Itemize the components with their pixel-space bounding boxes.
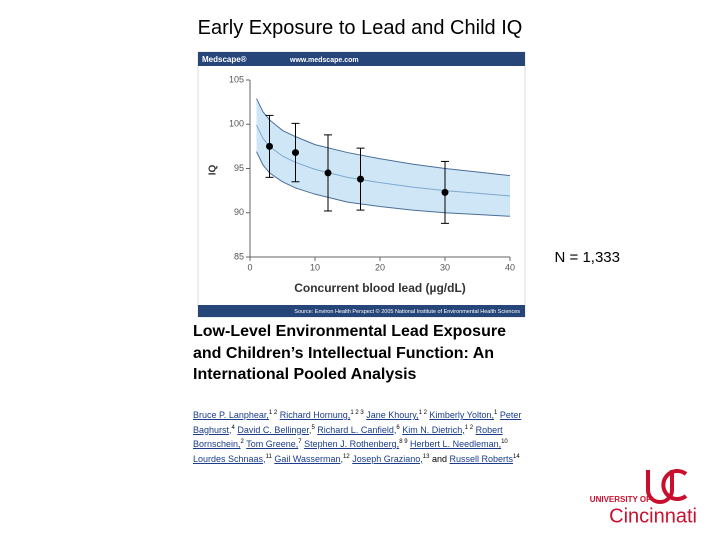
paper-title: Low-Level Environmental Lead Exposure an… (193, 323, 506, 383)
author-link[interactable]: Herbert L. Needleman, (410, 439, 502, 449)
author-link[interactable]: Gail Wasserman, (274, 453, 343, 464)
uc-logo: UNIVERSITY OF Cincinnati (590, 469, 697, 527)
author-link[interactable]: Jane Khoury, (366, 410, 419, 420)
affiliation: 1 (493, 410, 498, 416)
x-tick-label: 30 (440, 262, 450, 272)
fit-upper (256, 98, 511, 177)
x-tick-label: 0 (247, 262, 252, 272)
x-tick-label: 40 (505, 262, 515, 272)
author-link[interactable]: Russell Roberts (449, 453, 514, 464)
sample-size: N = 1,333 (555, 249, 620, 266)
point (292, 149, 299, 157)
affiliation: 7 (298, 439, 302, 445)
affiliation: 11 (265, 453, 272, 460)
plot: 85 90 95 100 105 0 10 20 30 40 (229, 74, 515, 272)
author-link[interactable]: Tom Greene, (246, 439, 299, 449)
affiliation: 12 (343, 453, 350, 460)
author-link[interactable]: Kim N. Dietrich, (402, 424, 465, 435)
point (266, 142, 273, 150)
x-tick-label: 10 (310, 262, 320, 272)
point (441, 188, 449, 196)
affiliation: 13 (422, 453, 430, 460)
author-link[interactable]: Stephen J. Rothenberg, (304, 439, 400, 449)
conjunction: and (431, 453, 447, 464)
header-brand: Medscape® (202, 55, 247, 64)
figure-header-bar (198, 52, 525, 66)
header-url: www.medscape.com (289, 57, 359, 64)
affiliation: 4 (231, 424, 235, 431)
author-link[interactable]: Robert Bornschein, (193, 424, 503, 450)
point (357, 175, 364, 183)
point (324, 169, 332, 177)
affiliation: 1 2 3 (350, 410, 364, 416)
author-link[interactable]: Richard L. Canfield, (317, 424, 397, 435)
logo-line1: UNIVERSITY OF (590, 495, 651, 504)
author-link[interactable]: Kimberly Yolton, (429, 410, 494, 420)
author-link[interactable]: Richard Hornung, (279, 410, 351, 420)
affiliation: 8 9 (399, 439, 408, 445)
author-list: Bruce P. Lanphear,1 2 Richard Hornung,1 … (193, 407, 538, 465)
affiliation: 1 2 (268, 410, 278, 416)
affiliation: 1 2 (418, 410, 427, 416)
affiliation: 2 (240, 439, 244, 445)
author-link[interactable]: Bruce P. Lanphear, (193, 410, 269, 420)
figure-source: Source: Environ Health Perspect © 2005 N… (294, 308, 520, 315)
author-link[interactable]: David C. Bellinger, (237, 424, 312, 435)
affiliation: 10 (501, 439, 508, 445)
affiliation: 14 (513, 453, 520, 460)
y-tick-label: 100 (229, 119, 244, 129)
affiliation: 5 (311, 424, 315, 431)
logo-line2: Cincinnati (609, 505, 697, 527)
confidence-band (256, 98, 510, 217)
affiliation: 1 2 (464, 424, 474, 431)
author-link[interactable]: Joseph Graziano, (352, 453, 423, 464)
figure-footer-bar (198, 305, 525, 317)
y-tick-label: 95 (234, 163, 244, 173)
x-axis-label: Concurrent blood lead (µg/dL) (294, 281, 466, 295)
y-tick-label: 90 (234, 207, 244, 217)
y-tick-label: 105 (229, 74, 244, 84)
y-axis-label: IQ (208, 165, 219, 176)
x-tick-label: 20 (375, 262, 385, 272)
fit-lower (256, 151, 511, 217)
author-link[interactable]: Lourdes Schnaas, (193, 453, 266, 464)
slide-title: Early Exposure to Lead and Child IQ (198, 17, 523, 39)
affiliation: 6 (396, 424, 400, 431)
author-link[interactable]: Peter Baghurst, (193, 410, 522, 435)
y-tick-label: 85 (234, 251, 244, 261)
